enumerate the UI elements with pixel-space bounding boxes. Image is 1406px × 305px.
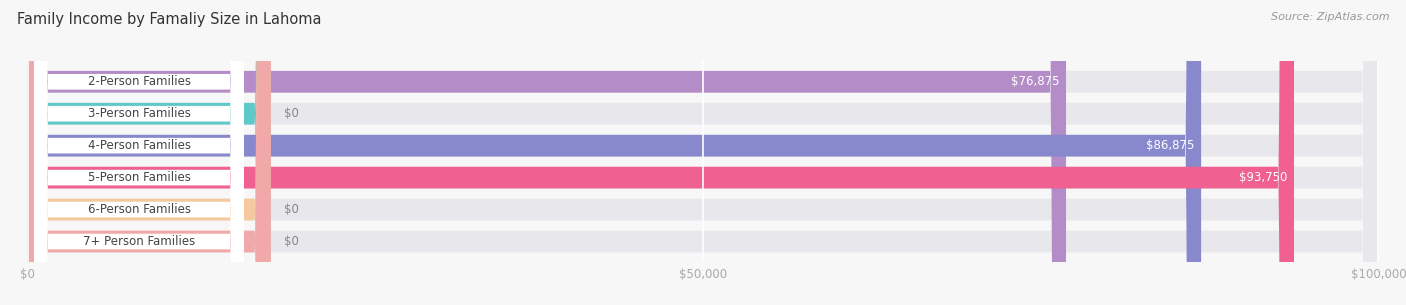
FancyBboxPatch shape [34,0,243,305]
Text: 2-Person Families: 2-Person Families [87,75,191,88]
Text: $0: $0 [284,203,299,216]
FancyBboxPatch shape [28,0,271,305]
Text: 3-Person Families: 3-Person Families [87,107,190,120]
FancyBboxPatch shape [28,0,1066,305]
FancyBboxPatch shape [28,0,1378,305]
FancyBboxPatch shape [28,0,1378,305]
Text: 6-Person Families: 6-Person Families [87,203,191,216]
FancyBboxPatch shape [34,0,243,305]
FancyBboxPatch shape [28,0,1294,305]
Text: $86,875: $86,875 [1146,139,1194,152]
Text: 4-Person Families: 4-Person Families [87,139,191,152]
Text: $93,750: $93,750 [1239,171,1288,184]
Text: Family Income by Famaliy Size in Lahoma: Family Income by Famaliy Size in Lahoma [17,12,322,27]
FancyBboxPatch shape [34,0,243,305]
FancyBboxPatch shape [28,0,1201,305]
FancyBboxPatch shape [34,0,243,305]
FancyBboxPatch shape [28,0,1378,305]
Text: $0: $0 [284,107,299,120]
FancyBboxPatch shape [34,0,243,305]
Text: Source: ZipAtlas.com: Source: ZipAtlas.com [1271,12,1389,22]
FancyBboxPatch shape [34,0,243,305]
FancyBboxPatch shape [28,0,1378,305]
FancyBboxPatch shape [28,0,271,305]
FancyBboxPatch shape [28,0,271,305]
FancyBboxPatch shape [28,0,1378,305]
FancyBboxPatch shape [28,0,1378,305]
Text: 5-Person Families: 5-Person Families [87,171,190,184]
Text: 7+ Person Families: 7+ Person Families [83,235,195,248]
Text: $76,875: $76,875 [1011,75,1059,88]
Text: $0: $0 [284,235,299,248]
